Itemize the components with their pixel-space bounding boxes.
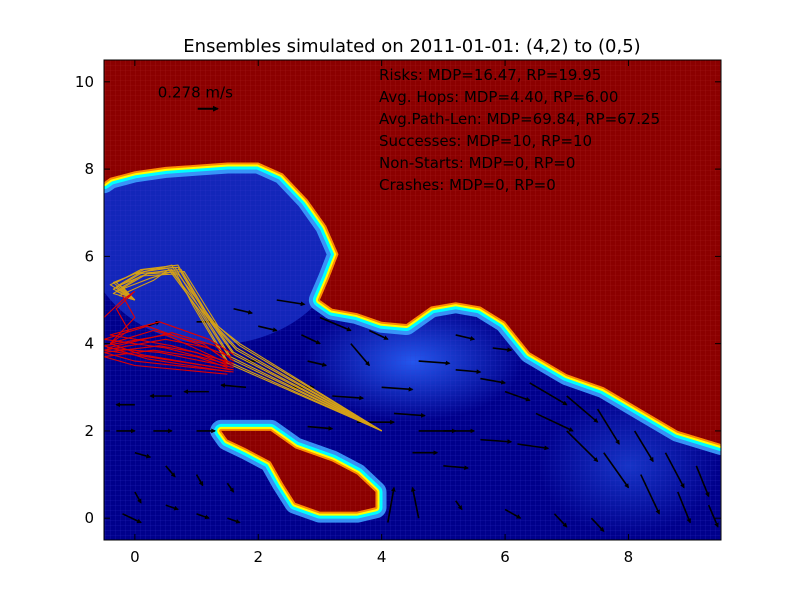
chart-title: Ensembles simulated on 2011-01-01: (4,2)… [183, 36, 640, 57]
y-tick-label-2: 2 [84, 422, 94, 440]
current-vector-58 [504, 390, 531, 402]
current-vector-49 [504, 508, 522, 519]
y-tick-label-0: 0 [84, 509, 94, 527]
current-vector-5 [480, 377, 506, 385]
current-vector-12 [535, 412, 574, 432]
current-vector-46 [387, 486, 396, 523]
y-tick-label-4: 4 [84, 335, 94, 353]
current-vector-16 [677, 491, 691, 524]
current-vector-37 [134, 451, 152, 459]
rp-path-ensemble [104, 290, 234, 375]
x-tick-label-2: 2 [253, 548, 263, 566]
annotation-risks: Risks: MDP=16.47, RP=19.95 [379, 66, 601, 84]
current-vector-60 [307, 360, 328, 367]
current-vector-35 [381, 386, 414, 392]
current-vector-3 [418, 360, 451, 366]
current-vector-41 [134, 491, 142, 504]
current-vector-34 [307, 425, 334, 431]
land-grid [104, 60, 721, 444]
current-vector-19 [480, 438, 513, 444]
island [210, 419, 387, 523]
current-vector-40 [226, 482, 235, 493]
current-vector-11 [695, 465, 710, 498]
current-vector-17 [707, 504, 719, 528]
x-tick-label-8: 8 [624, 548, 634, 566]
mdp-path-5 [112, 271, 382, 432]
current-vector-42 [165, 504, 179, 511]
current-vector-2 [350, 343, 370, 367]
current-vector-39 [195, 474, 204, 487]
current-vector-43 [196, 513, 210, 520]
current-vector-45 [122, 513, 142, 524]
annotation-non-starts: Non-Starts: MDP=0, RP=0 [379, 154, 575, 172]
x-tick-label-6: 6 [500, 548, 510, 566]
current-vector-20 [517, 443, 550, 451]
mdp-path-3 [118, 268, 382, 432]
current-vector-13 [566, 430, 599, 463]
mdp-path-4 [121, 273, 382, 432]
annotation-successes: Successes: MDP=10, RP=10 [379, 132, 592, 150]
y-tick-label-6: 6 [84, 247, 94, 265]
current-vector-54 [301, 334, 321, 345]
current-vector-9 [633, 430, 654, 463]
current-vector-56 [455, 334, 476, 341]
current-vector-14 [603, 452, 630, 489]
quiver-key-label: 0.278 m/s [158, 84, 233, 102]
rp-path-6 [109, 321, 234, 364]
axis-ticks: 0 2 4 6 8 0 2 4 6 8 10 [75, 60, 721, 566]
current-vector-47 [410, 486, 420, 519]
quiver-key: 0.278 m/s [158, 84, 233, 112]
x-tick-label-4: 4 [377, 548, 387, 566]
current-vector-15 [640, 474, 661, 515]
current-vector-8 [596, 408, 620, 445]
current-vector-51 [590, 517, 605, 532]
current-vector-50 [553, 513, 568, 528]
rp-path-7 [104, 334, 231, 373]
current-vector-48 [455, 500, 463, 511]
current-vector-44 [227, 517, 241, 524]
rp-path-3 [109, 329, 231, 371]
current-vector-0 [276, 299, 306, 307]
current-vector-52 [258, 325, 278, 333]
current-vector-1 [319, 316, 352, 332]
current-vectors [115, 299, 719, 532]
current-vector-23 [443, 465, 469, 471]
y-tick-label-8: 8 [84, 160, 94, 178]
current-vector-6 [529, 382, 568, 406]
current-vector-38 [165, 465, 176, 478]
mdp-path-ensemble [109, 264, 382, 432]
island-grid [221, 430, 376, 512]
rp-path-zigzag [104, 290, 136, 345]
mdp-path-8 [109, 266, 382, 432]
annotation-avg-path-len: Avg.Path-Len: MDP=69.84, RP=67.25 [379, 110, 660, 128]
annotation-crashes: Crashes: MDP=0, RP=0 [379, 176, 556, 194]
y-tick-label-10: 10 [75, 73, 94, 91]
annotation-avg-hops: Avg. Hops: MDP=4.40, RP=6.00 [379, 88, 618, 106]
current-vector-55 [368, 329, 389, 340]
stats-annotations: Risks: MDP=16.47, RP=19.95 Avg. Hops: MD… [379, 66, 660, 194]
current-vector-7 [566, 395, 599, 423]
current-vector-10 [664, 452, 685, 489]
x-tick-label-0: 0 [130, 548, 140, 566]
current-vector-27 [220, 383, 246, 389]
current-vector-57 [492, 347, 513, 353]
current-vector-25 [332, 395, 365, 401]
current-vector-36 [393, 412, 426, 418]
land-mass [104, 60, 721, 455]
axes-frame [103, 59, 722, 541]
current-vector-4 [455, 369, 482, 375]
current-vector-53 [233, 307, 254, 315]
